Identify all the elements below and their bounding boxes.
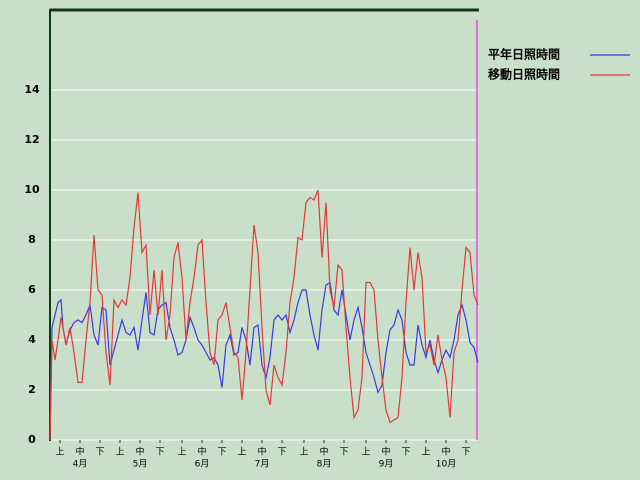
series-line [49, 281, 479, 441]
x-tick-label: 下 [155, 448, 164, 458]
legend-label: 平年日照時間 [488, 47, 560, 62]
y-tick-label: 14 [24, 83, 40, 96]
x-tick-label: 下 [401, 448, 410, 458]
y-tick-label: 10 [24, 183, 40, 196]
x-tick-label: 中 [257, 446, 266, 458]
month-label: 9月 [379, 459, 394, 470]
y-tick-label: 6 [28, 283, 36, 296]
month-label: 10月 [436, 459, 456, 470]
x-tick-label: 上 [115, 447, 124, 458]
x-tick-label: 上 [361, 447, 370, 458]
month-label: 8月 [317, 459, 332, 470]
x-tick-label: 上 [421, 447, 430, 458]
x-tick-label: 中 [75, 446, 84, 458]
x-tick-label: 上 [237, 447, 246, 458]
month-label: 4月 [73, 459, 88, 470]
month-label: 6月 [195, 459, 210, 470]
y-tick-label: 0 [28, 433, 36, 446]
series-line [49, 189, 479, 441]
y-tick-label: 4 [28, 333, 36, 346]
y-tick-label: 8 [28, 233, 36, 246]
x-tick-label: 中 [441, 446, 450, 458]
x-tick-label: 下 [95, 448, 104, 458]
y-tick-label: 2 [28, 383, 36, 396]
x-tick-label: 上 [299, 447, 308, 458]
x-tick-label: 下 [217, 448, 226, 458]
legend-label: 移動日照時間 [488, 67, 560, 82]
x-tick-label: 中 [197, 446, 206, 458]
month-label: 7月 [255, 459, 270, 470]
y-tick-label: 12 [24, 133, 39, 146]
x-tick-label: 上 [55, 447, 64, 458]
x-tick-label: 上 [177, 447, 186, 458]
x-tick-label: 下 [339, 448, 348, 458]
x-tick-label: 中 [381, 446, 390, 458]
x-tick-label: 下 [277, 448, 286, 458]
x-tick-label: 中 [319, 446, 328, 458]
x-tick-label: 中 [135, 446, 144, 458]
x-tick-label: 下 [461, 448, 470, 458]
month-label: 5月 [133, 459, 148, 470]
